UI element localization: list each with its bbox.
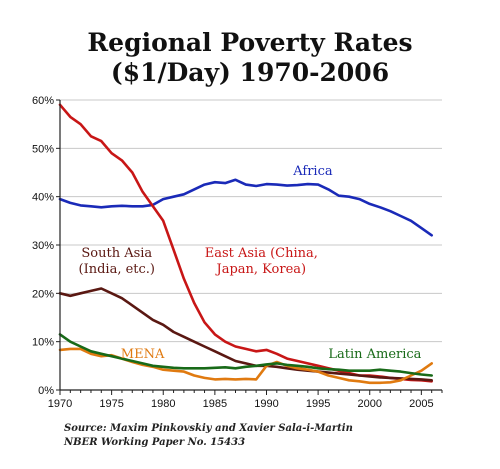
series-line-2 — [58, 287, 434, 382]
series-line-0 — [58, 178, 434, 237]
y-tick-label-50: 50% — [32, 143, 54, 155]
chart-title-line-2: ($1/Day) 1970-2006 — [110, 58, 390, 87]
series-label-3: MENA — [121, 347, 165, 362]
series-label-2-line-0: South Asia — [81, 246, 152, 261]
series-label-1: East Asia (China, Japan, Korea) — [205, 246, 318, 277]
y-tick-label-10: 10% — [32, 337, 54, 349]
source-note-paper: NBER Working Paper No. 15433 — [64, 437, 246, 448]
x-tick-label-1980: 1980 — [151, 398, 175, 410]
series-label-2: South Asia (India, etc.) — [79, 246, 155, 277]
series-label-4-line-0: Latin America — [328, 347, 421, 362]
y-tick-label-0: 0% — [38, 385, 54, 397]
source-note: Source: Maxim Pinkovskiy and Xavier Sala… — [64, 423, 353, 434]
y-tick-label-60: 60% — [32, 95, 54, 107]
series-label-1-line-1: Japan, Korea) — [215, 262, 307, 277]
x-tick-label-2000: 2000 — [357, 398, 381, 410]
y-tick-label-30: 30% — [32, 240, 54, 252]
series-line-4 — [58, 333, 434, 377]
series-label-0: Africa — [292, 164, 333, 179]
x-tick-label-1990: 1990 — [254, 398, 278, 410]
x-tick-label-1985: 1985 — [203, 398, 227, 410]
chart-title-line-1: Regional Poverty Rates — [87, 28, 413, 57]
x-tick-label-1975: 1975 — [99, 398, 123, 410]
series-label-4: Latin America — [328, 347, 421, 362]
y-tick-label-40: 40% — [32, 192, 54, 204]
x-tick-label-1995: 1995 — [306, 398, 330, 410]
x-tick-label-1970: 1970 — [48, 398, 72, 410]
series-label-1-line-0: East Asia (China, — [205, 246, 318, 261]
series-label-3-line-0: MENA — [121, 347, 165, 362]
series-line-1 — [58, 103, 434, 383]
x-tick-label-2005: 2005 — [409, 398, 433, 410]
y-tick-label-20: 20% — [32, 288, 54, 300]
series-label-2-line-1: (India, etc.) — [79, 262, 155, 277]
series-label-0-line-0: Africa — [292, 164, 333, 179]
